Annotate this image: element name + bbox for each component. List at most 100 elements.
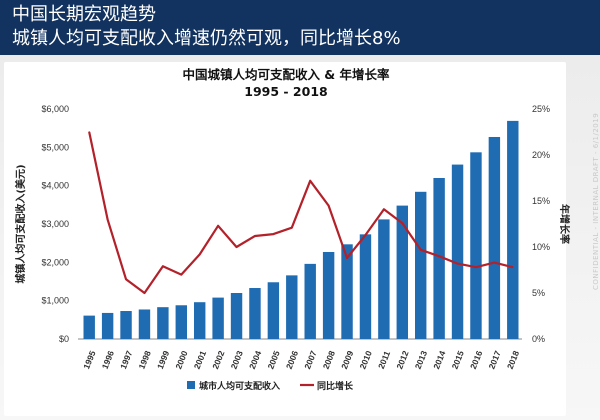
chart-axes: $0 $1,000 $2,000 $3,000 $4,000 $5,000 $6,000 0%…: [41, 104, 550, 344]
income-bar: [157, 307, 169, 339]
header-subtitle: 城镇人均可支配收入增速仍然可观，同比增长8%: [12, 28, 401, 49]
income-bar: [249, 288, 261, 339]
growth-point: [125, 278, 127, 281]
growth-point: [511, 266, 514, 269]
y2-tick-label: 5%: [532, 288, 545, 298]
x-tick-label: 2010: [357, 349, 373, 371]
x-tick-label: 2005: [265, 349, 281, 371]
growth-point: [217, 225, 219, 227]
header-title: 中国长期宏观趋势: [12, 4, 156, 25]
income-bar: [451, 164, 464, 339]
y2-tick-label: 10%: [532, 242, 550, 252]
income-bar: [101, 312, 114, 339]
x-tick-label: 2013: [413, 349, 429, 371]
x-tick-label: 2004: [247, 349, 263, 371]
x-tick-label: 1995: [81, 349, 97, 371]
x-tick-label: 2015: [450, 349, 466, 371]
x-tick-label: 2001: [192, 349, 208, 371]
x-tick-label: 1999: [155, 349, 171, 371]
x-tick-label: 2014: [431, 349, 447, 371]
y-tick-label: $4,000: [41, 181, 69, 191]
growth-point: [401, 222, 404, 224]
income-bar: [286, 275, 298, 339]
growth-point: [162, 265, 164, 268]
x-tick-label: 2008: [321, 349, 337, 371]
y-tick-label: $5,000: [41, 142, 69, 152]
x-tick-label: 2002: [210, 349, 226, 371]
growth-point: [438, 255, 440, 257]
income-bar: [396, 205, 409, 339]
income-bar: [175, 305, 188, 339]
income-bar: [212, 297, 224, 339]
chart-legend: 城市人均可支配收入 同比增长: [187, 380, 354, 392]
x-tick-label: 2003: [229, 349, 245, 371]
x-tick-label: 2012: [394, 349, 410, 371]
growth-point: [309, 179, 312, 182]
growth-point: [290, 226, 293, 229]
legend-bar-label: 城市人均可支配收入: [199, 380, 280, 392]
growth-point: [419, 248, 422, 251]
income-bar: [414, 191, 427, 339]
y2-axis-label: 年增长率: [558, 204, 571, 244]
income-bar: [322, 251, 335, 339]
growth-point: [235, 246, 238, 248]
income-bar: [304, 263, 316, 339]
y-tick-label: $2,000: [41, 257, 69, 267]
income-bar: [120, 311, 132, 339]
x-tick-label: 2016: [468, 349, 484, 371]
income-bar: [83, 315, 95, 339]
income-bar: [378, 219, 390, 339]
x-tick-label: 2018: [505, 349, 521, 371]
x-tick-label: 1996: [100, 349, 116, 371]
y-tick-label: $6,000: [41, 104, 69, 114]
x-tick-label: 2000: [173, 349, 189, 371]
growth-point: [88, 131, 91, 133]
x-tick-label: 2006: [284, 349, 300, 371]
growth-point: [254, 235, 256, 237]
legend-line-label: 同比增长: [317, 380, 354, 392]
growth-point: [383, 208, 385, 211]
growth-point: [475, 266, 477, 269]
y-axis-label: 城镇人均可支配收入(美元): [14, 164, 27, 283]
x-tick-label: 2017: [486, 349, 502, 371]
y2-tick-label: 15%: [532, 196, 550, 206]
legend-bar-swatch: [187, 381, 195, 389]
growth-point: [143, 292, 146, 294]
y2-tick-label: 0%: [532, 334, 545, 344]
income-bar: [267, 282, 280, 339]
growth-point: [180, 273, 183, 276]
growth-point: [364, 234, 367, 236]
income-bar: [488, 136, 501, 339]
growth-point: [493, 261, 496, 264]
y-tick-label: $1,000: [41, 296, 69, 306]
x-tick-label: 1997: [118, 349, 134, 371]
chart-subtitle: 1995 - 2018: [244, 84, 327, 99]
slide-header: 中国长期宏观趋势 城镇人均可支配收入增速仍然可观，同比增长8%: [0, 0, 600, 55]
income-bar: [138, 309, 151, 339]
y2-tick-label: 25%: [532, 104, 550, 114]
income-bar: [230, 293, 243, 339]
growth-point: [106, 218, 109, 221]
growth-point: [198, 253, 201, 256]
line-series: [88, 131, 514, 295]
growth-point: [346, 257, 348, 259]
x-tick-label: 1998: [136, 349, 152, 371]
bar-series: [83, 120, 519, 339]
x-tick-label: 2011: [376, 349, 392, 370]
income-bar: [341, 244, 353, 339]
y-tick-label: $0: [59, 334, 69, 344]
y-tick-label: $3,000: [41, 219, 69, 229]
income-bar: [433, 178, 445, 339]
axis-labels: 1995 1996 1997 1998 1999 2000 2001 2002 2003 2004…: [14, 164, 571, 370]
growth-line: [88, 131, 514, 295]
income-bar: [359, 234, 372, 339]
chart-title: 中国城镇人均可支配收入 & 年增长率: [182, 67, 390, 82]
y2-tick-label: 20%: [532, 150, 550, 160]
x-tick-label: 2009: [339, 349, 355, 371]
growth-point: [272, 233, 275, 235]
income-bar: [193, 302, 206, 339]
growth-point: [456, 262, 459, 265]
income-bar: [470, 152, 482, 339]
income-bar: [507, 120, 519, 339]
